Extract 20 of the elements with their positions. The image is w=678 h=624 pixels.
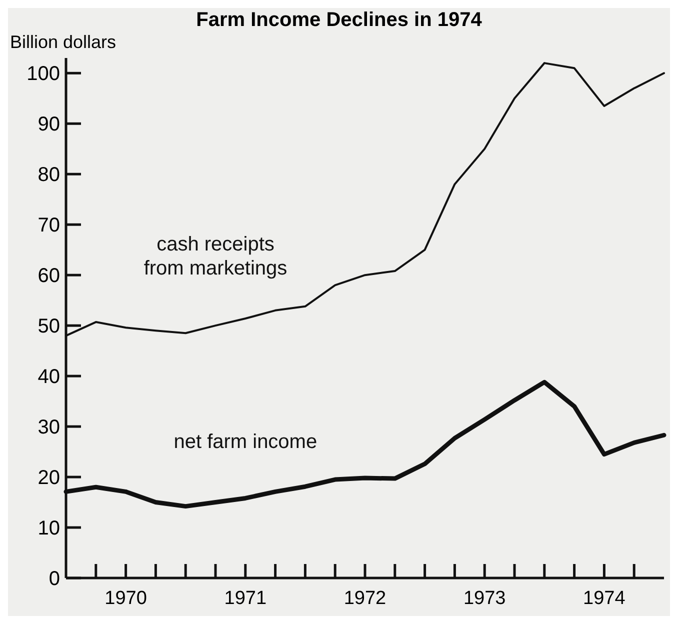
y-tick-label: 100 [26,63,60,86]
series-label: net farm income [174,431,318,454]
chart-title: Farm Income Declines in 1974 [196,9,483,31]
x-tick-label: 1971 [224,588,267,609]
y-tick-label: 90 [38,114,60,136]
y-tick-label: 70 [38,214,60,237]
y-tick-label: 80 [38,164,60,186]
y-tick-label: 20 [38,467,60,490]
x-tick-label: 1973 [463,588,506,609]
x-tick-label: 1972 [344,588,386,609]
series-label: cash receipts from marketings [144,234,288,280]
y-tick-label: 60 [38,265,60,288]
y-tick-label: 30 [38,416,60,439]
y-tick-label: 10 [38,518,60,540]
y-tick-label: 0 [48,568,60,590]
y-tick-label: 50 [38,316,60,338]
x-tick-label: 1974 [583,588,626,609]
y-axis-title: Billion dollars [10,32,116,52]
y-tick-label: 40 [38,366,60,388]
x-tick-label: 1970 [104,588,147,609]
